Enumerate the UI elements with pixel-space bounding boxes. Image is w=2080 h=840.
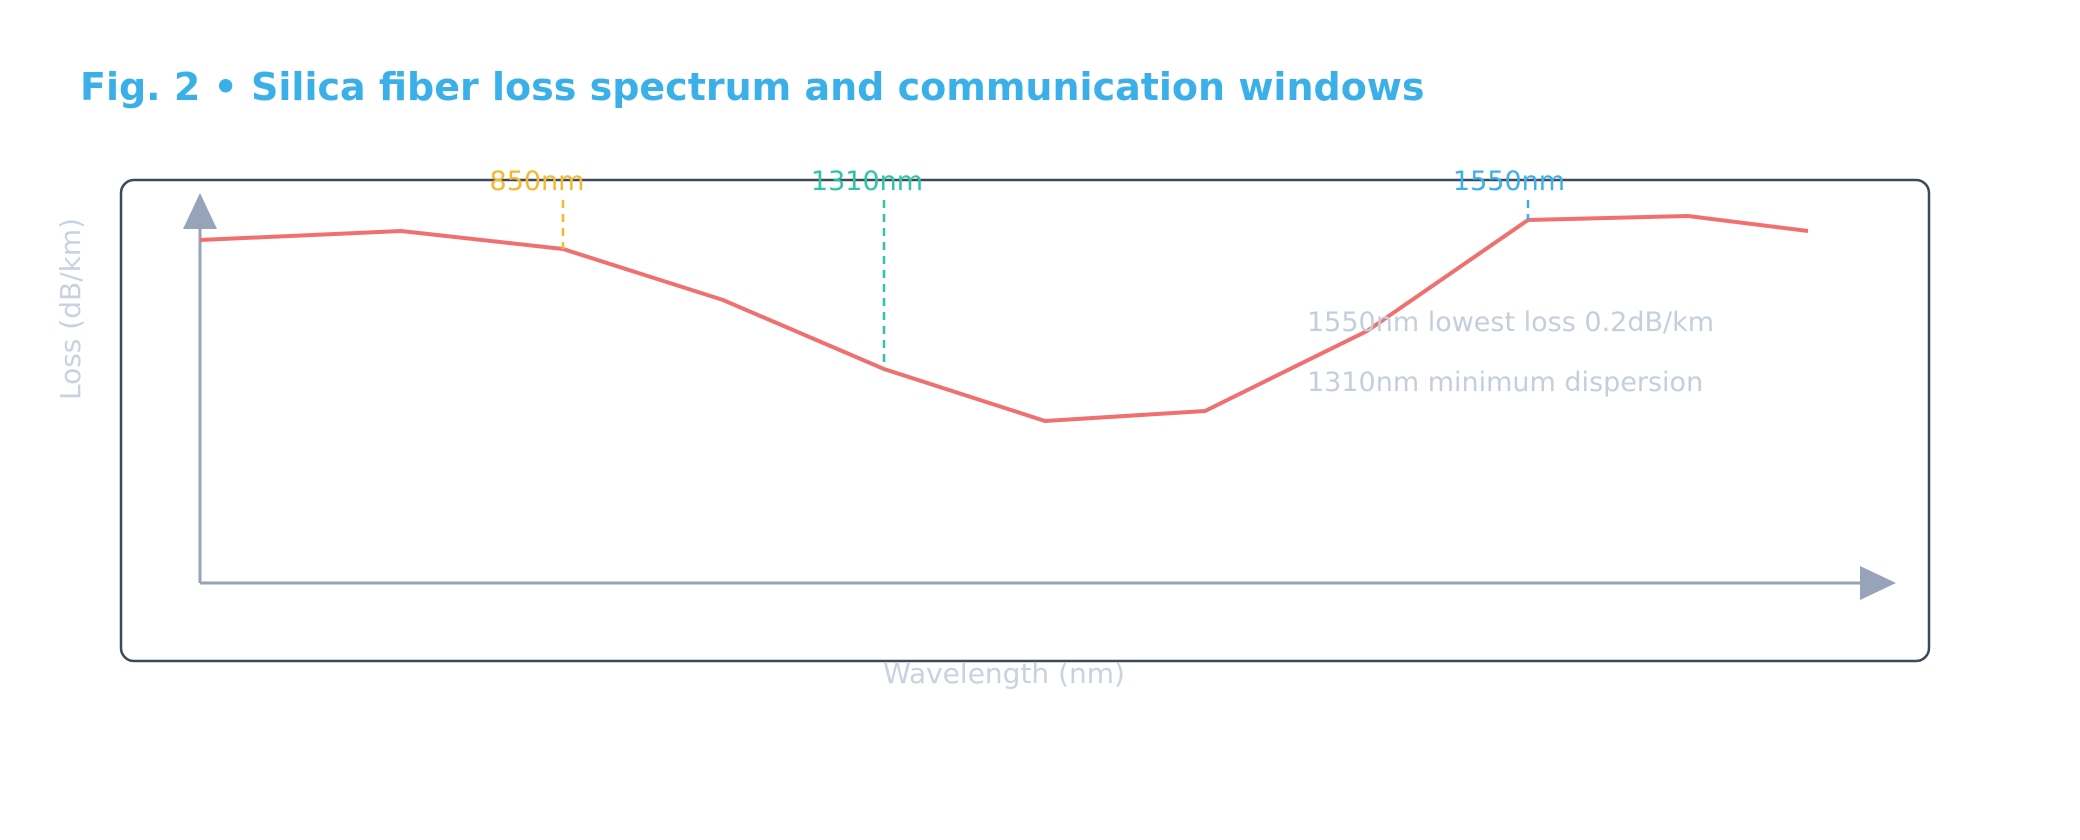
annotation: 1310nm minimum dispersion <box>1307 367 1703 398</box>
window-label: 850nm <box>490 166 585 197</box>
window-label: 1310nm <box>811 166 923 197</box>
title: Fig. 2 • Silica fiber loss spectrum and … <box>80 65 1425 109</box>
y-axis-label: Loss (dB/km) <box>54 218 87 400</box>
y-arrow <box>183 193 217 229</box>
annotation: 1550nm lowest loss 0.2dB/km <box>1307 307 1714 338</box>
loss-curve <box>199 213 1809 424</box>
x-axis-label: Wavelength (nm) <box>883 657 1125 690</box>
x-arrow <box>1860 566 1896 600</box>
frame <box>119 178 1931 663</box>
window-label: 1550nm <box>1453 166 1565 197</box>
